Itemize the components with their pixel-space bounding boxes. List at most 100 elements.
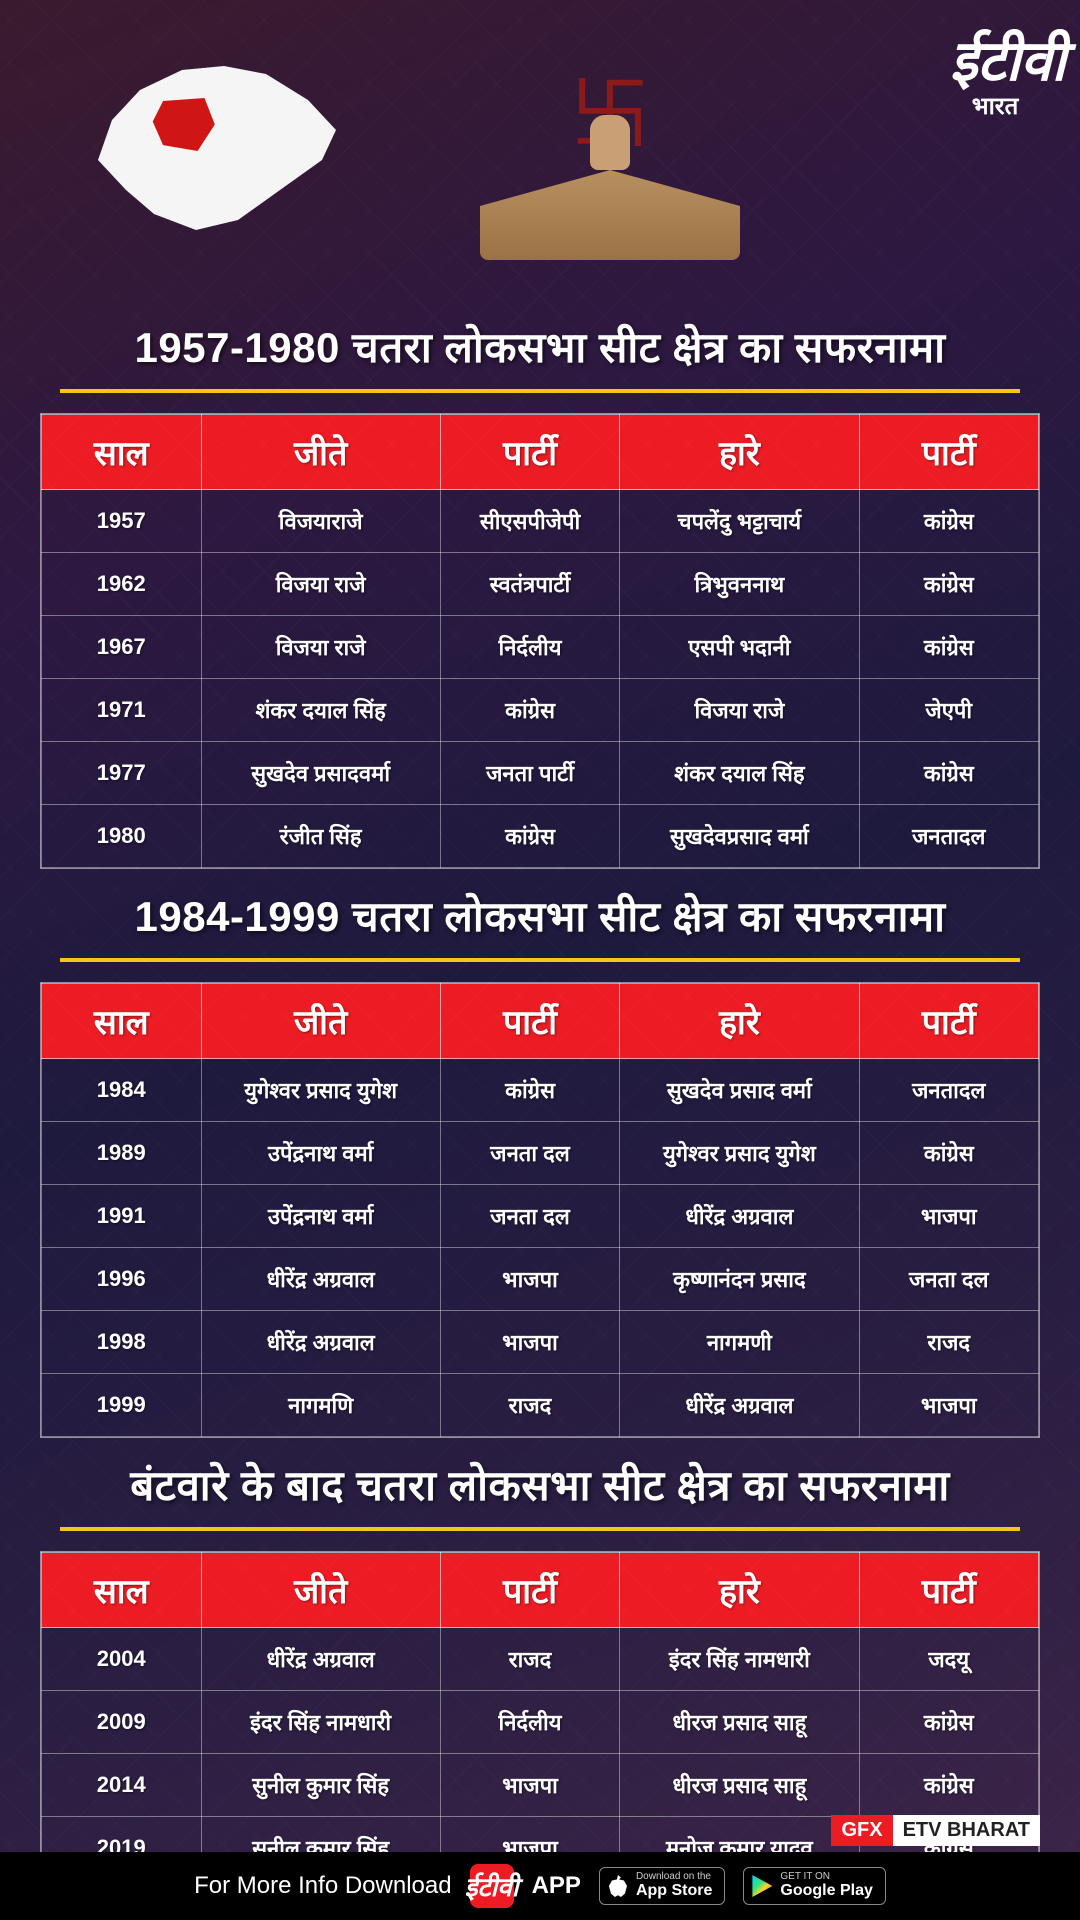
table-row: 1957विजयाराजेसीएसपीजेपीचपलेंदु भट्टाचार्… (42, 490, 1039, 553)
column-header: पार्टी (859, 1553, 1039, 1628)
table-cell: जनता पार्टी (440, 742, 619, 805)
table-cell: जनता दल (440, 1185, 619, 1248)
table-cell: जनता दल (440, 1122, 619, 1185)
footer-bar: For More Info Download ईटीवी APP Downloa… (0, 1852, 1080, 1920)
parliament-vote-icon: 卐 (480, 60, 740, 260)
footer-app-label: APP (532, 1872, 581, 1900)
table-cell: 1989 (42, 1122, 202, 1185)
table-row: 2004धीरेंद्र अग्रवालराजदइंदर सिंह नामधार… (42, 1628, 1039, 1691)
section-title: 1984-1999 चतरा लोकसभा सीट क्षेत्र का सफर… (0, 879, 1080, 958)
table-cell: त्रिभुवननाथ (620, 553, 859, 616)
table-cell: 1998 (42, 1311, 202, 1374)
table-cell: भाजपा (440, 1311, 619, 1374)
table-cell: 1980 (42, 805, 202, 868)
table-row: 1962विजया राजेस्वतंत्रपार्टीत्रिभुवननाथक… (42, 553, 1039, 616)
table-cell: सीएसपीजेपी (440, 490, 619, 553)
logo-bottom-text: भारत (950, 89, 1040, 122)
google-play-badge[interactable]: GET IT ON Google Play (743, 1867, 885, 1904)
table-row: 1999नागमणिराजदधीरेंद्र अग्रवालभाजपा (42, 1374, 1039, 1437)
column-header: साल (42, 415, 202, 490)
column-header: साल (42, 984, 202, 1059)
divider (60, 389, 1020, 393)
table-cell: कांग्रेस (859, 1122, 1039, 1185)
table-cell: विजया राजे (620, 679, 859, 742)
table-cell: कांग्रेस (859, 1754, 1039, 1817)
column-header: हारे (620, 1553, 859, 1628)
table-cell: 1984 (42, 1059, 202, 1122)
jharkhand-map-icon (70, 50, 350, 250)
table-cell: नागमणी (620, 1311, 859, 1374)
table-cell: उपेंद्रनाथ वर्मा (201, 1122, 440, 1185)
table-cell: धीरज प्रसाद साहू (620, 1754, 859, 1817)
table-cell: धीरेंद्र अग्रवाल (620, 1185, 859, 1248)
table-cell: रंजीत सिंह (201, 805, 440, 868)
table-row: 1980रंजीत सिंहकांग्रेससुखदेवप्रसाद वर्मा… (42, 805, 1039, 868)
table-cell: जेएपी (859, 679, 1039, 742)
table-cell: धीरेंद्र अग्रवाल (201, 1311, 440, 1374)
header-illustration-zone: ईटीवी भारत 卐 (0, 0, 1080, 310)
column-header: हारे (620, 415, 859, 490)
election-table: सालजीतेपार्टीहारेपार्टी1957विजयाराजेसीएस… (40, 413, 1040, 869)
table-cell: शंकर दयाल सिंह (620, 742, 859, 805)
column-header: पार्टी (440, 984, 619, 1059)
table-cell: युगेश्वर प्रसाद युगेश (201, 1059, 440, 1122)
gfx-label: GFX (831, 1815, 892, 1846)
appstore-big: App Store (636, 1883, 712, 1900)
table-cell: राजद (440, 1628, 619, 1691)
table-cell: उपेंद्रनाथ वर्मा (201, 1185, 440, 1248)
table-row: 2014सुनील कुमार सिंहभाजपाधीरज प्रसाद साह… (42, 1754, 1039, 1817)
table-cell: सुखदेव प्रसाद वर्मा (620, 1059, 859, 1122)
table-cell: विजया राजे (201, 553, 440, 616)
column-header: पार्टी (440, 415, 619, 490)
table-row: 1996धीरेंद्र अग्रवालभाजपाकृष्णानंदन प्रस… (42, 1248, 1039, 1311)
app-store-badge[interactable]: Download on the App Store (599, 1867, 725, 1904)
table-cell: 1999 (42, 1374, 202, 1437)
table-cell: भाजपा (440, 1754, 619, 1817)
table-row: 1967विजया राजेनिर्दलीयएसपी भदानीकांग्रेस (42, 616, 1039, 679)
table-cell: 1971 (42, 679, 202, 742)
column-header: हारे (620, 984, 859, 1059)
table-cell: चपलेंदु भट्टाचार्य (620, 490, 859, 553)
table-cell: कांग्रेस (859, 490, 1039, 553)
table-cell: जदयू (859, 1628, 1039, 1691)
table-row: 1998धीरेंद्र अग्रवालभाजपानागमणीराजद (42, 1311, 1039, 1374)
table-cell: राजद (440, 1374, 619, 1437)
table-row: 1989उपेंद्रनाथ वर्माजनता दलयुगेश्वर प्रस… (42, 1122, 1039, 1185)
table-cell: शंकर दयाल सिंह (201, 679, 440, 742)
table-row: 1991उपेंद्रनाथ वर्माजनता दलधीरेंद्र अग्र… (42, 1185, 1039, 1248)
vote-finger-icon (590, 115, 630, 170)
table-cell: निर्दलीय (440, 616, 619, 679)
table-cell: 1957 (42, 490, 202, 553)
table-cell: धीरेंद्र अग्रवाल (620, 1374, 859, 1437)
table-cell: सुखदेवप्रसाद वर्मा (620, 805, 859, 868)
table-cell: सुखदेव प्रसादवर्मा (201, 742, 440, 805)
table-cell: कांग्रेस (440, 679, 619, 742)
table-cell: विजया राजे (201, 616, 440, 679)
divider (60, 1527, 1020, 1531)
table-cell: कांग्रेस (859, 742, 1039, 805)
table-row: 2009इंदर सिंह नामधारीनिर्दलीयधीरज प्रसाद… (42, 1691, 1039, 1754)
gfx-credit-tag: GFX ETV BHARAT (831, 1815, 1040, 1846)
column-header: जीते (201, 1553, 440, 1628)
table-cell: नागमणि (201, 1374, 440, 1437)
table-cell: 1991 (42, 1185, 202, 1248)
table-cell: निर्दलीय (440, 1691, 619, 1754)
table-cell: जनतादल (859, 1059, 1039, 1122)
table-cell: एसपी भदानी (620, 616, 859, 679)
table-cell: 2009 (42, 1691, 202, 1754)
table-cell: धीरेंद्र अग्रवाल (201, 1248, 440, 1311)
table-cell: भाजपा (859, 1374, 1039, 1437)
table-cell: कृष्णानंदन प्रसाद (620, 1248, 859, 1311)
table-cell: भाजपा (859, 1185, 1039, 1248)
table-cell: सुनील कुमार सिंह (201, 1754, 440, 1817)
table-cell: कांग्रेस (859, 1691, 1039, 1754)
table-cell: 1996 (42, 1248, 202, 1311)
table-cell: इंदर सिंह नामधारी (620, 1628, 859, 1691)
table-cell: विजयाराजे (201, 490, 440, 553)
table-cell: कांग्रेस (859, 553, 1039, 616)
table-cell: इंदर सिंह नामधारी (201, 1691, 440, 1754)
column-header: पार्टी (440, 1553, 619, 1628)
etv-bharat-logo: ईटीवी भारत (950, 40, 1040, 122)
play-big: Google Play (780, 1883, 872, 1900)
gfx-brand: ETV BHARAT (893, 1815, 1040, 1846)
